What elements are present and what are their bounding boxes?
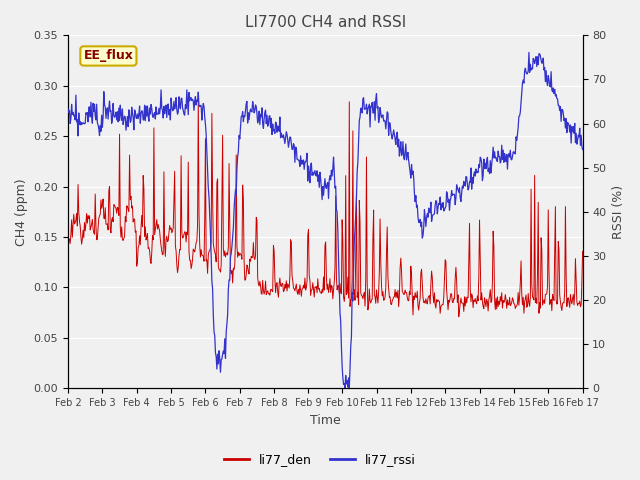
Text: EE_flux: EE_flux: [83, 49, 133, 62]
Title: LI7700 CH4 and RSSI: LI7700 CH4 and RSSI: [244, 15, 406, 30]
X-axis label: Time: Time: [310, 414, 340, 427]
Legend: li77_den, li77_rssi: li77_den, li77_rssi: [219, 448, 421, 471]
Y-axis label: CH4 (ppm): CH4 (ppm): [15, 178, 28, 246]
Y-axis label: RSSI (%): RSSI (%): [612, 185, 625, 239]
